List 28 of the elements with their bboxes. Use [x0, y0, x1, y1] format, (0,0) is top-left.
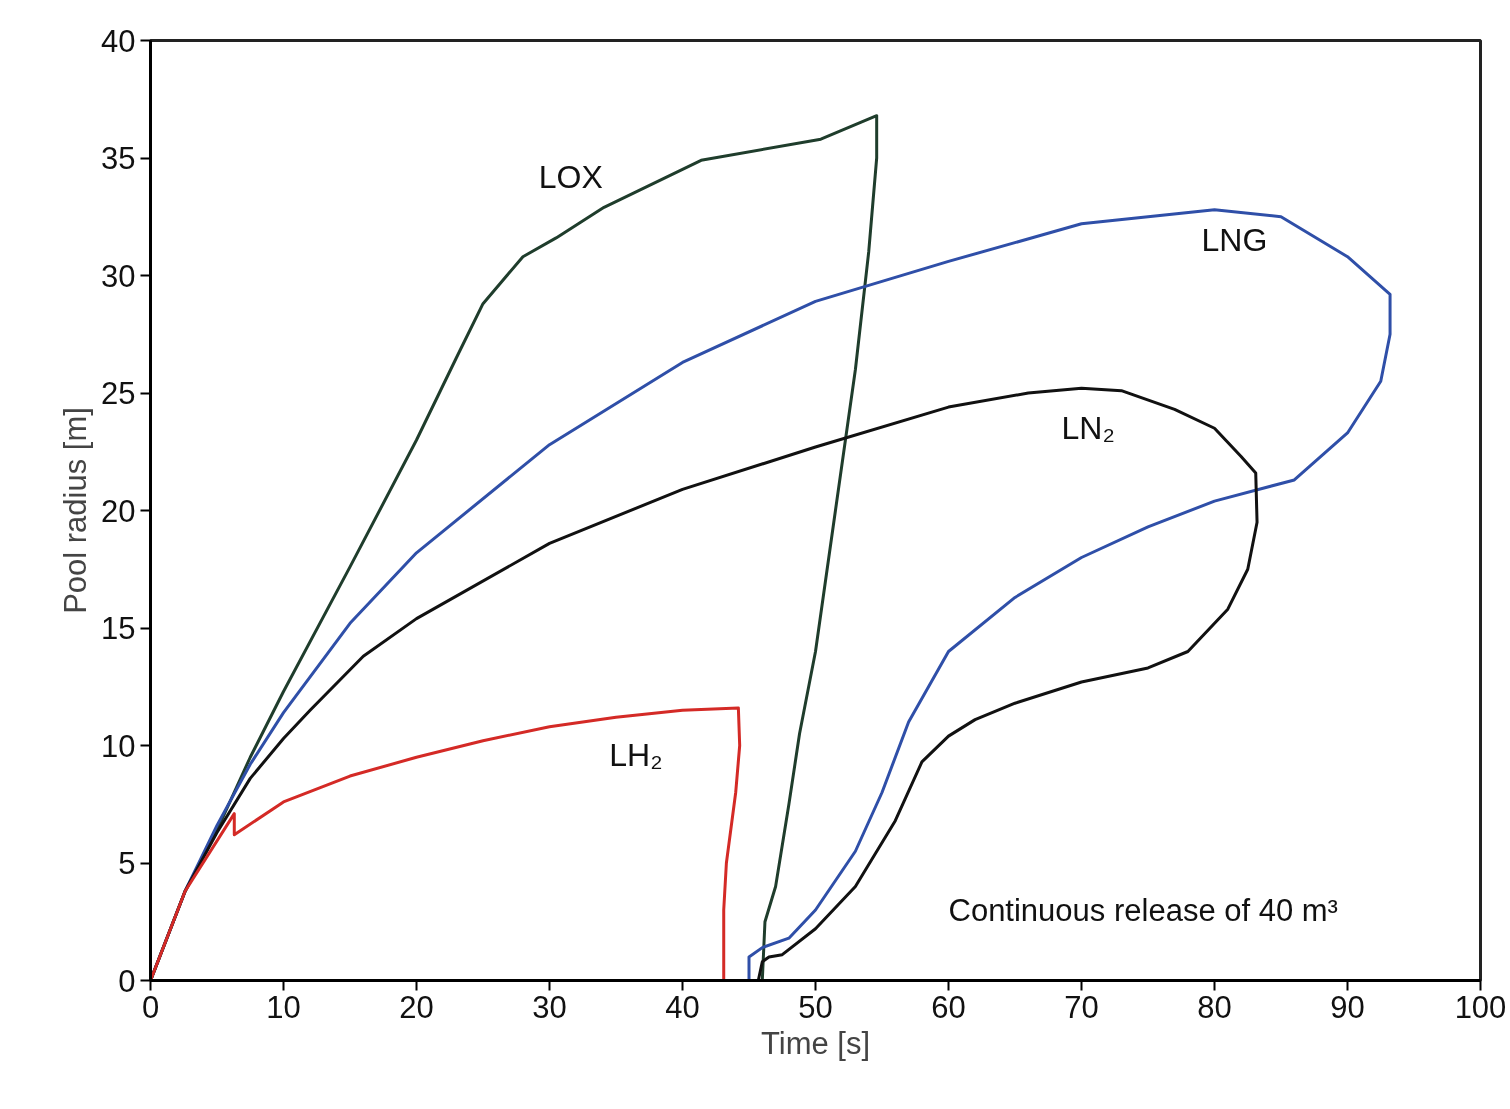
line-series [150, 706, 742, 981]
y-tick-label: 5 [118, 846, 136, 881]
x-tick-label: 20 [399, 989, 434, 1025]
y-tick-label: 10 [101, 728, 136, 764]
annotation: Continuous release of 40 m³ [948, 892, 1338, 928]
x-tick-label: 0 [141, 989, 160, 1025]
series-label: LN₂ [1061, 410, 1115, 447]
y-tick-label: 35 [101, 141, 136, 176]
x-axis-title: Time [s] [760, 1025, 871, 1061]
y-axis-title: Pool radius [m] [58, 407, 94, 614]
x-tick-label: 30 [532, 989, 567, 1025]
x-tick-label: 10 [266, 989, 301, 1025]
x-tick-label: 60 [931, 989, 966, 1025]
y-tick-label: 15 [101, 611, 136, 646]
x-tick-label: 90 [1330, 989, 1365, 1025]
x-tick-label: 70 [1064, 989, 1099, 1025]
series-label: LOX [538, 158, 603, 195]
x-tick-label: 80 [1197, 989, 1232, 1025]
y-tick-label: 30 [101, 258, 136, 294]
y-tick-label: 0 [118, 963, 136, 999]
x-tick-label: 50 [798, 989, 833, 1025]
y-tick-label: 25 [101, 376, 136, 411]
series-label: LH₂ [609, 736, 663, 773]
x-tick-label: 40 [665, 989, 700, 1025]
x-tick-label: 100 [1454, 989, 1507, 1025]
y-tick-label: 40 [101, 23, 136, 59]
series-label: LNG [1201, 222, 1268, 259]
y-tick-label: 20 [101, 493, 136, 529]
